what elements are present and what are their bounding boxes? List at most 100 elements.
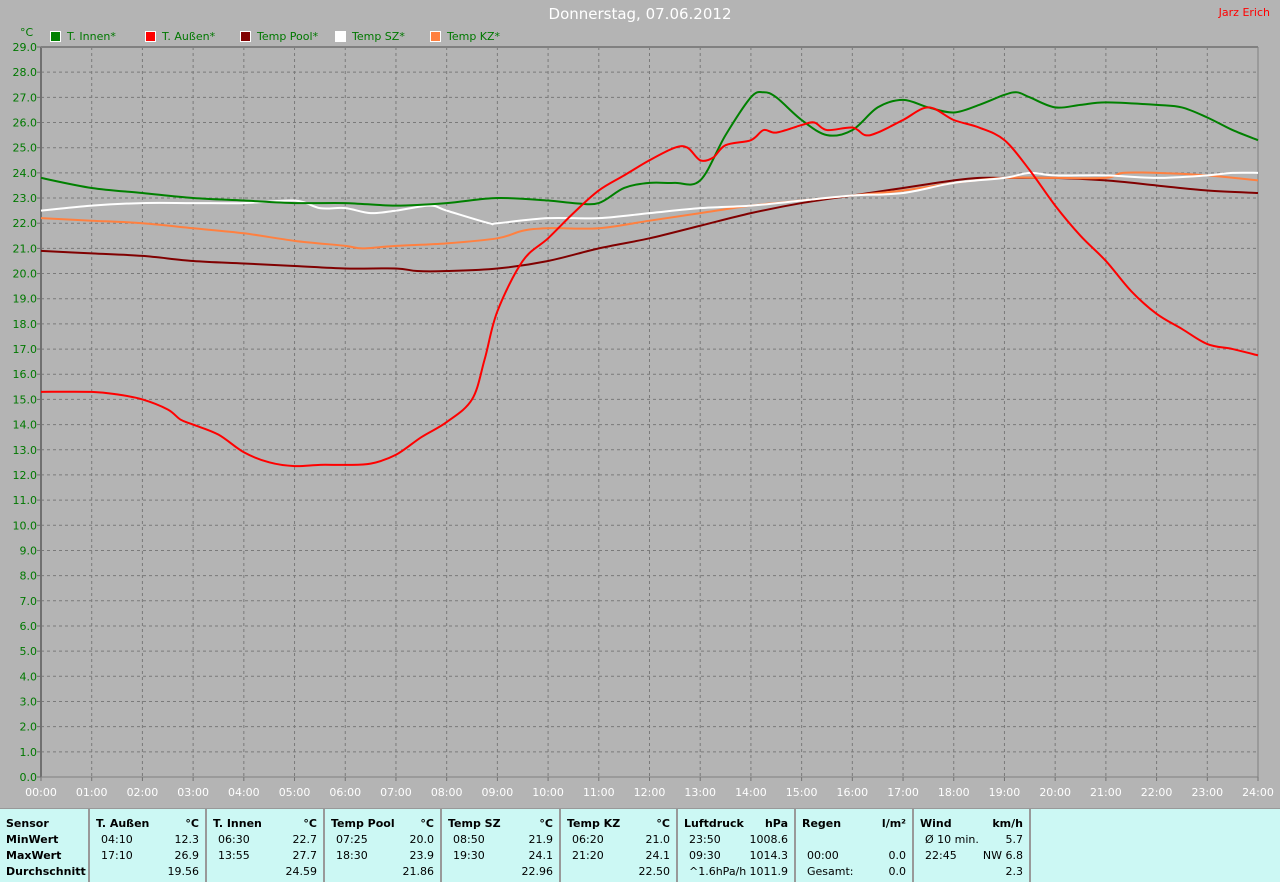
- stats-row-r2: 17:10 26.9: [96, 848, 199, 864]
- stat-time: 07:25: [336, 833, 368, 846]
- x-tick-label: 19:00: [989, 786, 1021, 799]
- y-tick-label: 17.0: [13, 343, 38, 356]
- stats-row-r2: 18:30 23.9: [331, 848, 434, 864]
- legend-item: Temp Pool*: [240, 30, 335, 43]
- stats-column-header: Temp SZ °C: [448, 816, 553, 832]
- series-line-temp-sz: [40, 171, 1259, 226]
- stats-row-r1: 08:50 21.9: [448, 832, 553, 848]
- y-tick-label: 3.0: [20, 695, 38, 708]
- stat-value: 22.96: [521, 865, 554, 878]
- stat-value: 5.7: [1005, 833, 1024, 846]
- sensor-name: Temp SZ: [448, 817, 501, 830]
- stat-time: 06:30: [218, 833, 250, 846]
- y-tick-label: 8.0: [20, 570, 38, 583]
- stats-row-r3: 22.50: [567, 864, 671, 880]
- y-tick-label: 12.0: [13, 469, 38, 482]
- y-tick-label: 6.0: [20, 620, 38, 633]
- x-tick-label: 18:00: [938, 786, 970, 799]
- stats-column: Temp SZ °C 08:50 21.9 19:30 24.1 22.96: [442, 809, 561, 882]
- stat-time: [920, 864, 925, 880]
- stats-row-r2: 09:30 1014.3: [684, 848, 788, 864]
- stat-time: Gesamt:: [807, 865, 854, 878]
- stats-column: Regen l/m² 00:00 0.0 Gesamt: 0.0: [796, 809, 914, 882]
- legend-swatch: [240, 31, 251, 42]
- stat-time: 00:00: [807, 849, 839, 862]
- stat-value: 24.1: [528, 849, 554, 862]
- x-tick-label: 08:00: [431, 786, 463, 799]
- legend-label: T. Außen*: [162, 30, 216, 43]
- stat-time: 22:45: [925, 849, 957, 862]
- stats-row-r1: [802, 832, 906, 848]
- unit: °C: [656, 817, 670, 830]
- stat-value: 1008.6: [749, 833, 789, 846]
- sensor-name: Regen: [802, 817, 842, 830]
- y-tick-label: 15.0: [13, 393, 38, 406]
- y-tick-label: 20.0: [13, 268, 38, 281]
- stats-row-r3: 21.86: [331, 864, 435, 880]
- stats-row-r1: 07:25 20.0: [331, 832, 434, 848]
- stat-value: 1011.9: [749, 865, 789, 878]
- y-tick-label: 19.0: [13, 293, 38, 306]
- stats-row-r2: 19:30 24.1: [448, 848, 553, 864]
- legend-swatch: [145, 31, 156, 42]
- x-tick-label: 21:00: [1090, 786, 1122, 799]
- stats-row-r3: 2.3: [920, 864, 1024, 880]
- y-tick-label: 7.0: [20, 595, 38, 608]
- x-tick-label: 04:00: [228, 786, 260, 799]
- unit: l/m²: [881, 817, 906, 830]
- x-tick-label: 12:00: [634, 786, 666, 799]
- chart-title: Donnerstag, 07.06.2012: [548, 5, 732, 23]
- legend-item: Temp SZ*: [335, 30, 430, 43]
- y-tick-label: 16.0: [13, 368, 38, 381]
- x-tick-label: 09:00: [482, 786, 514, 799]
- y-tick-label: 27.0: [13, 91, 38, 104]
- stat-time: 18:30: [336, 849, 368, 862]
- y-tick-label: 1.0: [20, 746, 38, 759]
- y-tick-label: 22.0: [13, 217, 38, 230]
- stat-value: 24.59: [285, 865, 318, 878]
- x-tick-label: 02:00: [127, 786, 159, 799]
- x-tick-label: 03:00: [177, 786, 209, 799]
- stats-column-header: Temp Pool °C: [331, 816, 434, 832]
- stats-column-header: Wind km/h: [920, 816, 1023, 832]
- stat-value: 0.0: [888, 865, 907, 878]
- x-tick-label: 20:00: [1039, 786, 1071, 799]
- sensor-name: T. Innen: [213, 817, 262, 830]
- legend-swatch: [335, 31, 346, 42]
- stats-row-r2: 00:00 0.0: [802, 848, 906, 864]
- legend-item: T. Außen*: [145, 30, 240, 43]
- series-line-t-innen: [40, 91, 1259, 207]
- stats-row-r1: Ø 10 min. 5.7: [920, 832, 1023, 848]
- stat-value: 21.0: [645, 833, 671, 846]
- y-tick-label: 25.0: [13, 142, 38, 155]
- sensor-name: Luftdruck: [684, 817, 744, 830]
- stat-time: [448, 864, 453, 880]
- stat-time: ^1.6hPa/h: [689, 865, 747, 878]
- stats-row-r1: 06:20 21.0: [567, 832, 670, 848]
- x-tick-label: 06:00: [329, 786, 361, 799]
- y-tick-label: 2.0: [20, 721, 38, 734]
- stat-value: 22.7: [292, 833, 318, 846]
- legend-label: Temp SZ*: [352, 30, 405, 43]
- stats-column: Luftdruck hPa 23:50 1008.6 09:30 1014.3 ^1.6hP…: [678, 809, 796, 882]
- y-tick-label: 9.0: [20, 544, 38, 557]
- stat-value: 2.3: [1005, 865, 1024, 878]
- stat-value: 21.86: [402, 865, 435, 878]
- stats-row-r2: 21:20 24.1: [567, 848, 670, 864]
- stat-time: 23:50: [689, 833, 721, 846]
- y-tick-label: 26.0: [13, 117, 38, 130]
- stats-row-r3: 19.56: [96, 864, 200, 880]
- x-tick-label: 14:00: [735, 786, 767, 799]
- stats-column-header: Regen l/m²: [802, 816, 906, 832]
- legend-item: Temp KZ*: [430, 30, 525, 43]
- stat-value: 1014.3: [749, 849, 789, 862]
- y-tick-label: 23.0: [13, 192, 38, 205]
- stats-row-r1: 23:50 1008.6: [684, 832, 788, 848]
- x-tick-label: 07:00: [380, 786, 412, 799]
- author-label: Jarz Erich: [1218, 6, 1270, 19]
- stat-value: 24.1: [645, 849, 671, 862]
- unit: km/h: [992, 817, 1023, 830]
- row-label-avg: Durchschnitt: [6, 865, 86, 878]
- stat-time: 04:10: [101, 833, 133, 846]
- x-tick-label: 16:00: [836, 786, 868, 799]
